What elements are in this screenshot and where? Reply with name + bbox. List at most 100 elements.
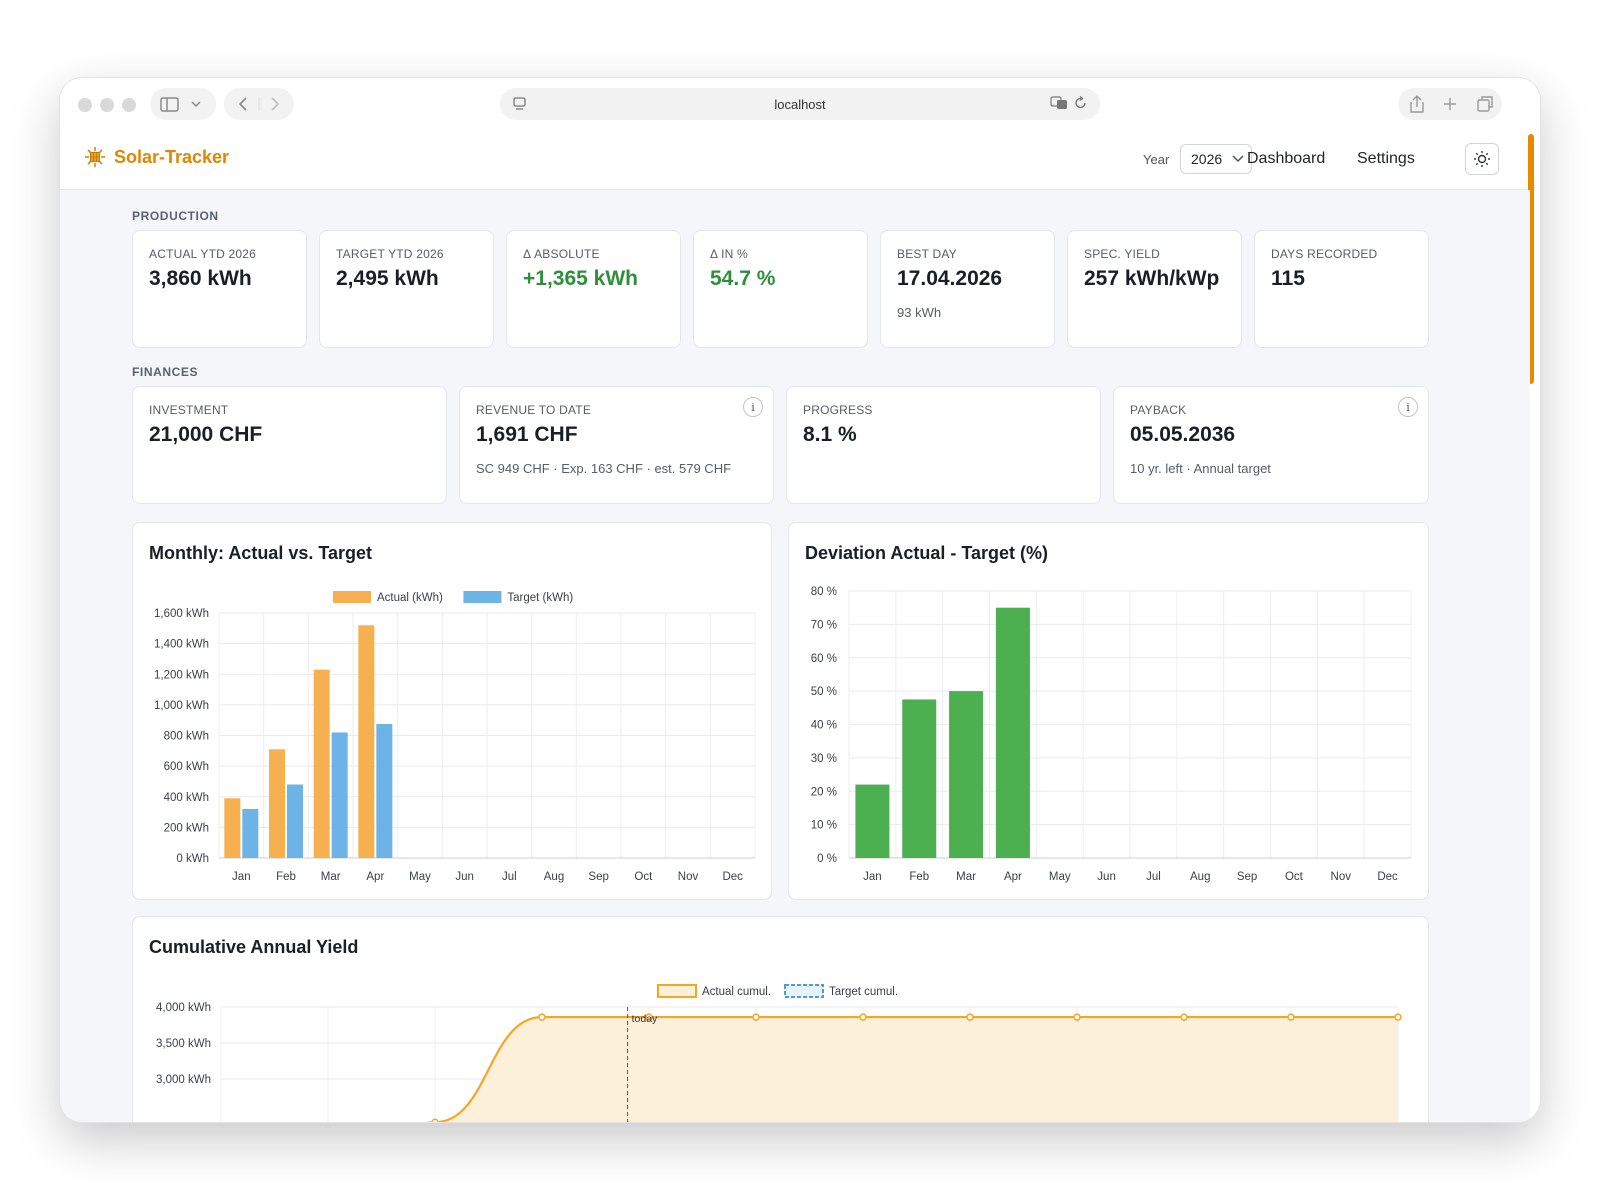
sun-logo-icon xyxy=(85,147,105,167)
kpi-investment: INVESTMENT 21,000 CHF xyxy=(132,386,447,504)
kpi-spec-yield: SPEC. YIELD 257 kWh/kWp xyxy=(1067,230,1242,348)
legend-swatch xyxy=(784,984,824,998)
chart-title: Cumulative Annual Yield xyxy=(149,937,359,957)
data-point xyxy=(1073,1013,1081,1021)
kpi-label: PAYBACK xyxy=(1130,403,1187,417)
kpi-best-day: BEST DAY 17.04.2026 93 kWh xyxy=(880,230,1055,348)
revenue-info-icon[interactable]: i xyxy=(743,397,763,417)
series-line xyxy=(427,1015,1398,1122)
x-tick-label: Sep xyxy=(588,871,608,883)
kpi-subtext: SC 949 CHF · Exp. 163 CHF · est. 579 CHF xyxy=(476,461,732,476)
minimize-window-button[interactable] xyxy=(100,98,114,112)
brand[interactable]: Solar-Tracker xyxy=(84,146,229,168)
chevron-down-icon xyxy=(1232,155,1244,163)
monthly-chart: 0 kWh 200 kWh 400 kWh 600 kWh 800 kWh 1,000 k… xyxy=(154,591,756,883)
data-point xyxy=(1180,1013,1188,1021)
kpi-days-recorded: DAYS RECORDED 115 xyxy=(1254,230,1429,348)
share-icon[interactable] xyxy=(1410,95,1424,113)
y-tick-label: 200 kWh xyxy=(164,822,209,834)
zoom-window-button[interactable] xyxy=(122,98,136,112)
kpi-value: 05.05.2036 xyxy=(1130,423,1236,446)
x-tick-label: Dec xyxy=(722,871,743,883)
kpi-value: 8.1 % xyxy=(803,423,857,446)
reload-icon[interactable] xyxy=(1074,95,1088,111)
cumulative-chart-card: Cumulative Annual Yield 3,000 kWh 3,500 k… xyxy=(132,916,1429,1122)
kpi-label: BEST DAY xyxy=(897,247,957,261)
x-tick-label: Oct xyxy=(1285,871,1304,883)
finances-section-title: FINANCES xyxy=(132,365,199,379)
sun-theme-icon xyxy=(1474,151,1490,167)
x-tick-label: Apr xyxy=(1004,871,1022,883)
back-forward-icons xyxy=(238,97,280,111)
kpi-delta-percent: Δ IN % 54.7 % xyxy=(693,230,868,348)
forward-icon[interactable] xyxy=(271,97,280,111)
production-section-title: PRODUCTION xyxy=(132,209,219,223)
tab-overview-icon[interactable] xyxy=(1477,96,1493,112)
nav-dashboard-link[interactable]: Dashboard xyxy=(1247,150,1326,167)
x-tick-label: Jun xyxy=(1097,871,1116,883)
y-tick-label: 600 kWh xyxy=(164,761,209,773)
translate-icon[interactable] xyxy=(1050,95,1068,111)
kpi-label: REVENUE TO DATE xyxy=(476,403,592,417)
bar xyxy=(269,749,285,858)
y-tick-label: 3,000 kWh xyxy=(156,1074,211,1086)
legend-label: Target cumul. xyxy=(829,986,898,998)
address-bar[interactable]: localhost xyxy=(500,88,1100,120)
chart-title: Monthly: Actual vs. Target xyxy=(149,543,373,563)
kpi-label: Δ IN % xyxy=(710,247,748,261)
data-point xyxy=(859,1013,867,1021)
year-select[interactable]: 2026 xyxy=(1180,144,1252,174)
kpi-subtext: 10 yr. left · Annual target xyxy=(1130,461,1271,476)
data-point xyxy=(752,1013,760,1021)
year-value: 2026 xyxy=(1191,151,1223,167)
deviation-chart: 0 % 10 % 20 % 30 % 40 % 50 % 60 % 70 % 80 % Jan Fe… xyxy=(811,586,1412,883)
x-tick-label: Nov xyxy=(678,871,699,883)
x-tick-label: Nov xyxy=(1331,871,1352,883)
data-point xyxy=(1394,1013,1402,1021)
y-tick-label: 60 % xyxy=(811,653,837,665)
page-settings-icon[interactable] xyxy=(512,96,528,112)
y-tick-label: 800 kWh xyxy=(164,731,209,743)
back-icon[interactable] xyxy=(238,97,247,111)
legend-label: Target (kWh) xyxy=(507,592,573,604)
kpi-progress: PROGRESS 8.1 % xyxy=(786,386,1101,504)
y-tick-label: 3,500 kWh xyxy=(156,1038,211,1050)
theme-toggle-button[interactable] xyxy=(1465,143,1499,175)
dashboard-content: PRODUCTION ACTUAL YTD 2026 3,860 kWh TAR… xyxy=(60,190,1530,1122)
nav-settings-link[interactable]: Settings xyxy=(1357,150,1415,167)
kpi-value: +1,365 kWh xyxy=(523,267,638,290)
sidebar-toggle-button[interactable] xyxy=(150,88,216,120)
y-tick-label: 1,200 kWh xyxy=(154,669,209,681)
kpi-label: SPEC. YIELD xyxy=(1084,247,1161,261)
page-scrollbar[interactable] xyxy=(1528,134,1534,384)
new-tab-icon[interactable] xyxy=(1444,98,1456,110)
x-tick-label: Mar xyxy=(956,871,976,883)
legend-swatch xyxy=(333,591,371,603)
x-tick-label: Dec xyxy=(1377,871,1398,883)
data-point xyxy=(431,1118,439,1122)
x-tick-label: Aug xyxy=(544,871,564,883)
bar xyxy=(995,607,1030,858)
bar xyxy=(287,784,303,858)
bar xyxy=(313,669,330,858)
kpi-value: 115 xyxy=(1271,267,1305,290)
y-tick-label: 30 % xyxy=(811,753,837,765)
chart-title: Deviation Actual - Target (%) xyxy=(805,543,1049,563)
kpi-delta-absolute: Δ ABSOLUTE +1,365 kWh xyxy=(506,230,681,348)
x-tick-label: May xyxy=(1049,871,1071,883)
kpi-value: 54.7 % xyxy=(710,267,776,290)
url-text: localhost xyxy=(774,96,826,112)
bar xyxy=(224,798,241,858)
x-tick-label: Jul xyxy=(1146,871,1161,883)
close-window-button[interactable] xyxy=(78,98,92,112)
payback-info-icon[interactable]: i xyxy=(1398,397,1418,417)
app-header: Solar-Tracker Year 2026 Dashboard Settin… xyxy=(60,130,1530,190)
legend-label: Actual (kWh) xyxy=(377,592,443,604)
kpi-value: 1,691 CHF xyxy=(476,423,578,446)
kpi-label: DAYS RECORDED xyxy=(1271,247,1378,261)
data-point xyxy=(538,1013,546,1021)
y-tick-label: 4,000 kWh xyxy=(156,1002,211,1014)
data-point xyxy=(1287,1013,1295,1021)
kpi-target-ytd: TARGET YTD 2026 2,495 kWh xyxy=(319,230,494,348)
x-tick-label: Oct xyxy=(634,871,653,883)
